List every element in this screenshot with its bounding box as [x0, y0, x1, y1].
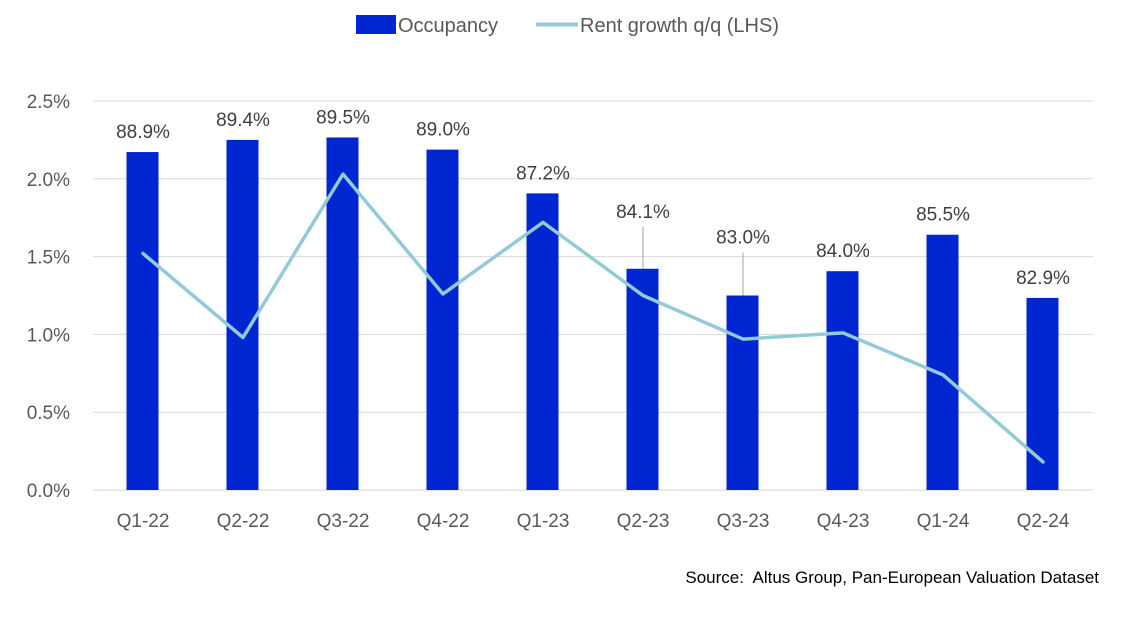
occupancy-bar — [426, 149, 459, 490]
bar-data-label: 89.4% — [216, 110, 270, 131]
x-axis-ticks: Q1-22 Q2-22 Q3-22 Q4-22 Q1-23 Q2-23 Q3-23 Q4-23… — [117, 511, 1070, 532]
x-tick-label: Q2-23 — [617, 511, 670, 532]
occupancy-bar — [526, 193, 559, 490]
bar-data-label: 84.1% — [616, 202, 670, 223]
x-tick-label: Q1-22 — [117, 511, 170, 532]
rent-growth-line — [141, 172, 1045, 464]
bar-data-label: 88.9% — [116, 122, 170, 143]
legend: Occupancy Rent growth q/q (LHS) — [356, 15, 779, 37]
bar-data-label: 89.5% — [316, 107, 370, 128]
legend-rent-growth-label: Rent growth q/q (LHS) — [580, 15, 779, 37]
source-note: Source: Altus Group, Pan-European Valuat… — [685, 568, 1099, 587]
y-tick-label: 1.0% — [27, 325, 70, 346]
y-tick-label: 2.5% — [27, 92, 70, 113]
y-tick-label: 0.0% — [27, 481, 70, 502]
legend-occupancy-label: Occupancy — [398, 15, 498, 37]
x-tick-label: Q3-23 — [717, 511, 770, 532]
bar-data-label: 89.0% — [416, 120, 470, 141]
occupancy-bar — [1026, 297, 1059, 490]
bar-data-label: 82.9% — [1016, 268, 1070, 289]
data-labels: 88.9% 89.4% 89.5% 89.0% 87.2% 84.1% 83.0% 84.0%… — [116, 107, 1070, 288]
gridlines — [93, 100, 1093, 491]
x-tick-label: Q3-22 — [317, 511, 370, 532]
rent-growth-line-layer — [141, 172, 1045, 464]
x-tick-label: Q1-23 — [517, 511, 570, 532]
x-tick-label: Q2-24 — [1017, 511, 1070, 532]
y-tick-label: 0.5% — [27, 403, 70, 424]
x-tick-label: Q1-24 — [917, 511, 970, 532]
occupancy-bar — [726, 295, 759, 490]
occupancy-bar — [826, 271, 859, 490]
x-tick-label: Q2-22 — [217, 511, 270, 532]
bar-data-label: 83.0% — [716, 228, 770, 249]
bar-data-label: 85.5% — [916, 205, 970, 226]
bar-data-label: 87.2% — [516, 163, 570, 184]
x-tick-label: Q4-23 — [817, 511, 870, 532]
bar-data-label: 84.0% — [816, 241, 870, 262]
occupancy-bar — [926, 234, 959, 490]
occupancy-bars — [126, 137, 1059, 490]
occupancy-bar — [626, 268, 659, 490]
y-tick-label: 2.0% — [27, 170, 70, 191]
legend-occupancy-swatch — [356, 15, 396, 34]
y-axis-ticks: 0.0% 0.5% 1.0% 1.5% 2.0% 2.5% — [27, 92, 70, 502]
occupancy-bar — [226, 139, 259, 490]
occupancy-bar — [326, 137, 359, 490]
y-tick-label: 1.5% — [27, 248, 70, 269]
occupancy-bar — [126, 152, 159, 490]
leader-lines — [642, 226, 744, 296]
x-tick-label: Q4-22 — [417, 511, 470, 532]
